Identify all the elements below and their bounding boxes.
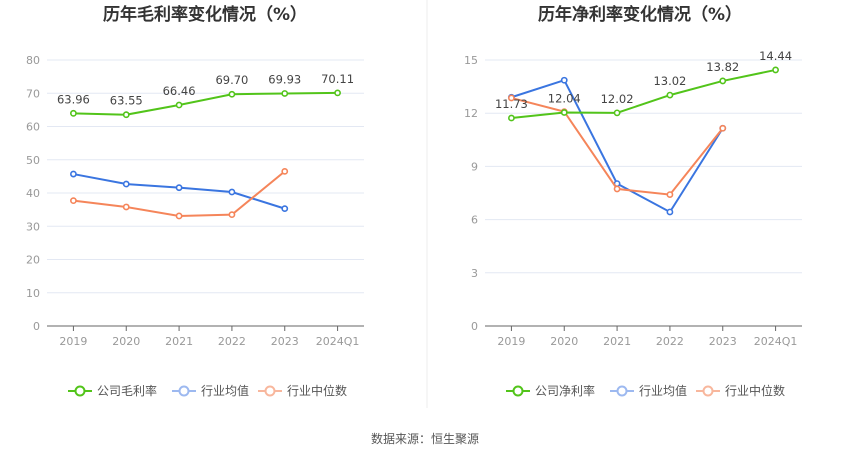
y-tick-label: 10 (26, 287, 40, 300)
data-label: 13.02 (653, 74, 686, 88)
legend-item[interactable]: 行业均值 (610, 383, 687, 398)
data-point (508, 94, 515, 102)
data-point (70, 197, 77, 205)
data-point (719, 77, 727, 85)
data-point (666, 191, 674, 198)
data-label: 12.02 (601, 92, 634, 106)
y-tick-label: 6 (471, 214, 478, 227)
legend-item[interactable]: 行业中位数 (696, 383, 785, 398)
legend-marker-icon (74, 385, 86, 397)
data-point (70, 170, 77, 178)
data-point (666, 208, 674, 216)
legend-item[interactable]: 行业均值 (172, 383, 249, 398)
x-tick-label: 2020 (112, 335, 140, 348)
y-tick-label: 20 (26, 254, 40, 267)
x-tick-label: 2024Q1 (754, 335, 798, 348)
legend-label: 行业均值 (201, 383, 249, 398)
legend-marker-icon (178, 385, 190, 397)
data-label: 66.46 (163, 84, 196, 98)
legend-item[interactable]: 公司毛利率 (68, 383, 157, 398)
legend-marker-icon (264, 385, 276, 397)
legend-label: 行业中位数 (287, 383, 347, 398)
data-label: 69.70 (215, 73, 248, 87)
x-tick-label: 2023 (709, 335, 737, 348)
legend-label: 行业中位数 (725, 383, 785, 398)
data-label: 12.04 (548, 91, 581, 105)
data-label: 63.55 (110, 94, 143, 108)
y-tick-label: 30 (26, 220, 40, 233)
net-margin-chart: 历年净利率变化情况（%） 0 3 6 9 12 15 2019 2020 2021 2022 2023… (464, 4, 802, 398)
data-label: 69.93 (268, 72, 301, 86)
data-label: 13.82 (706, 60, 739, 74)
data-point (772, 66, 779, 74)
x-tick-label: 2022 (656, 335, 684, 348)
data-point (175, 101, 183, 109)
data-point (281, 90, 289, 97)
legend-item[interactable]: 公司净利率 (506, 383, 595, 398)
y-tick-label: 40 (26, 187, 40, 200)
data-label: 63.96 (57, 92, 90, 106)
data-point (175, 212, 183, 220)
x-tick-label: 2021 (165, 335, 193, 348)
data-point (122, 203, 130, 211)
chart-title: 历年净利率变化情况（%） (538, 4, 742, 25)
data-point (281, 205, 289, 213)
data-point (334, 89, 341, 97)
y-tick-label: 80 (26, 54, 40, 67)
legend-marker-icon (512, 385, 524, 397)
data-point (613, 109, 621, 117)
data-point (228, 90, 236, 98)
data-label: 14.44 (759, 49, 792, 63)
gross-margin-chart: 历年毛利率变化情况（%） 0 10 20 30 40 50 60 70 80 2019 2020 202… (26, 4, 364, 398)
data-point (281, 167, 289, 175)
data-point (560, 109, 568, 116)
chart-title: 历年毛利率变化情况（%） (103, 4, 307, 25)
data-label: 11.73 (495, 97, 528, 111)
data-point (122, 180, 130, 188)
x-tick-label: 2020 (550, 335, 578, 348)
y-tick-label: 70 (26, 87, 40, 100)
data-point (719, 124, 727, 132)
x-tick-label: 2019 (497, 335, 525, 348)
x-tick-label: 2024Q1 (316, 335, 360, 348)
legend-marker-icon (616, 385, 628, 397)
data-point (560, 76, 568, 84)
legend-label: 公司毛利率 (97, 383, 157, 398)
data-point (228, 188, 236, 196)
data-source: 数据来源：恒生聚源 (371, 431, 479, 446)
data-point (70, 109, 77, 117)
series-line (511, 68, 776, 119)
x-tick-label: 2021 (603, 335, 631, 348)
y-tick-label: 50 (26, 154, 40, 167)
y-tick-label: 0 (471, 320, 478, 333)
data-point (613, 185, 621, 193)
legend-label: 公司净利率 (535, 383, 595, 398)
legend-label: 行业均值 (639, 383, 687, 398)
legend-item[interactable]: 行业中位数 (258, 383, 347, 398)
data-label: 70.11 (321, 72, 354, 86)
x-tick-label: 2023 (271, 335, 299, 348)
y-tick-label: 9 (471, 160, 478, 173)
y-tick-label: 12 (464, 107, 478, 120)
y-tick-label: 0 (33, 320, 40, 333)
series-line (73, 91, 338, 116)
series-line (73, 170, 286, 217)
data-point (666, 91, 674, 99)
legend-marker-icon (702, 385, 714, 397)
data-point (228, 211, 236, 219)
y-tick-label: 15 (464, 54, 478, 67)
data-point (508, 114, 515, 122)
x-tick-label: 2019 (59, 335, 87, 348)
x-tick-label: 2022 (218, 335, 246, 348)
data-point (175, 184, 183, 192)
data-point (122, 111, 130, 119)
y-tick-label: 60 (26, 121, 40, 134)
y-tick-label: 3 (471, 267, 478, 280)
